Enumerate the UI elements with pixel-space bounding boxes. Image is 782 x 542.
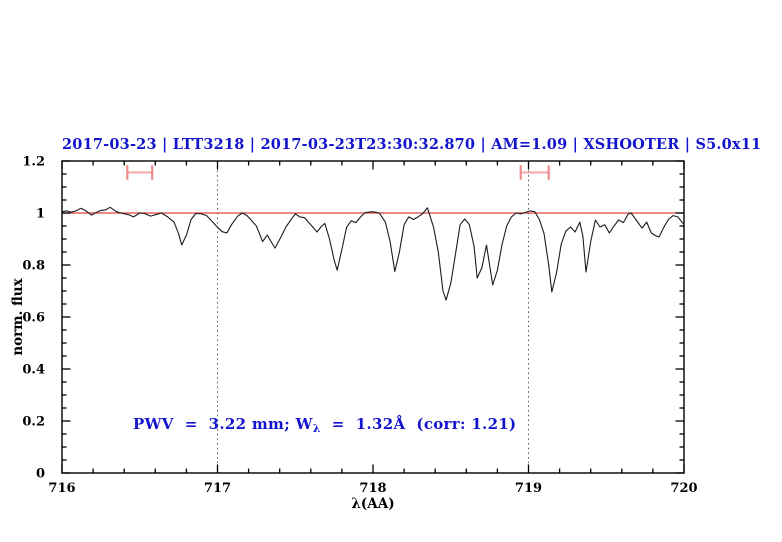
annotation-text: = 1.32Å (corr: 1.21) xyxy=(320,415,517,433)
chart-layer: 716 717 718 719 720 0 0.2 0.4 0.6 0.8 1 1.2 xyxy=(22,155,697,497)
annotation-subscript: λ xyxy=(312,422,321,435)
y-tick-label: 0.6 xyxy=(22,311,45,326)
x-tick-label: 717 xyxy=(204,481,231,496)
y-axis-title: norm. flux xyxy=(10,277,26,355)
annotation-text: PWV = 3.22 mm; W xyxy=(133,415,313,433)
x-tick-label: 719 xyxy=(515,481,542,496)
x-tick-label: 718 xyxy=(359,481,386,496)
y-tick-label: 0 xyxy=(36,467,45,482)
x-tick-label: 716 xyxy=(48,481,75,496)
spectrum-line xyxy=(61,206,685,301)
y-tick-label: 0.2 xyxy=(22,415,45,430)
x-axis-title: λ(AA) xyxy=(351,496,394,512)
range-marker-2 xyxy=(519,165,550,180)
y-tick-label: 0.8 xyxy=(22,259,45,274)
tick-labels: 716 717 718 719 720 0 0.2 0.4 0.6 0.8 1 1.2 xyxy=(22,155,697,497)
y-tick-label: 0.4 xyxy=(22,363,45,378)
axis-ticks xyxy=(61,160,685,474)
plot-title: 2017-03-23 | LTT3218 | 2017-03-23T23:30:… xyxy=(62,136,762,153)
range-marker-1 xyxy=(126,165,154,180)
y-tick-label: 1 xyxy=(36,207,45,222)
pwv-annotation: PWV = 3.22 mm; Wλ = 1.32Å (corr: 1.21) xyxy=(133,415,516,435)
x-tick-label: 720 xyxy=(670,481,697,496)
y-tick-label: 1.2 xyxy=(22,155,45,170)
